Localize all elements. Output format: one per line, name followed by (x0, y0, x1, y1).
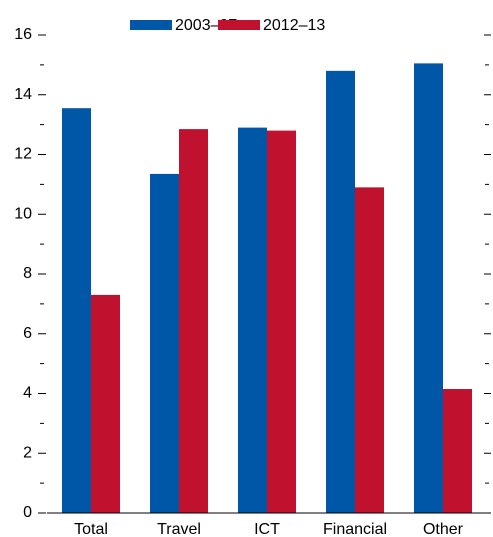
bar (238, 127, 267, 514)
legend-swatch (130, 20, 172, 30)
y-tick-label: 14 (14, 86, 32, 103)
x-tick-label: Travel (157, 521, 201, 537)
y-tick-label: 12 (14, 146, 32, 163)
bar (443, 389, 472, 513)
bar (267, 130, 296, 513)
bar (91, 294, 120, 513)
legend-swatch (218, 20, 260, 30)
y-tick-label: 16 (14, 26, 32, 43)
y-tick-label: 6 (23, 325, 32, 342)
bar (62, 108, 91, 513)
x-tick-label: Total (74, 521, 108, 537)
bar (150, 173, 179, 513)
bar (326, 70, 355, 513)
bar (179, 129, 208, 513)
x-tick-label: Other (423, 521, 464, 537)
y-tick-label: 0 (23, 504, 32, 521)
y-tick-label: 10 (14, 205, 32, 222)
bar (414, 63, 443, 513)
bar (355, 187, 384, 514)
x-tick-label: ICT (254, 521, 280, 537)
y-tick-label: 8 (23, 265, 32, 282)
x-tick-label: Financial (323, 521, 387, 537)
y-tick-label: 4 (23, 385, 32, 402)
legend-label: 2012–13 (263, 17, 325, 34)
y-tick-label: 2 (23, 444, 32, 461)
